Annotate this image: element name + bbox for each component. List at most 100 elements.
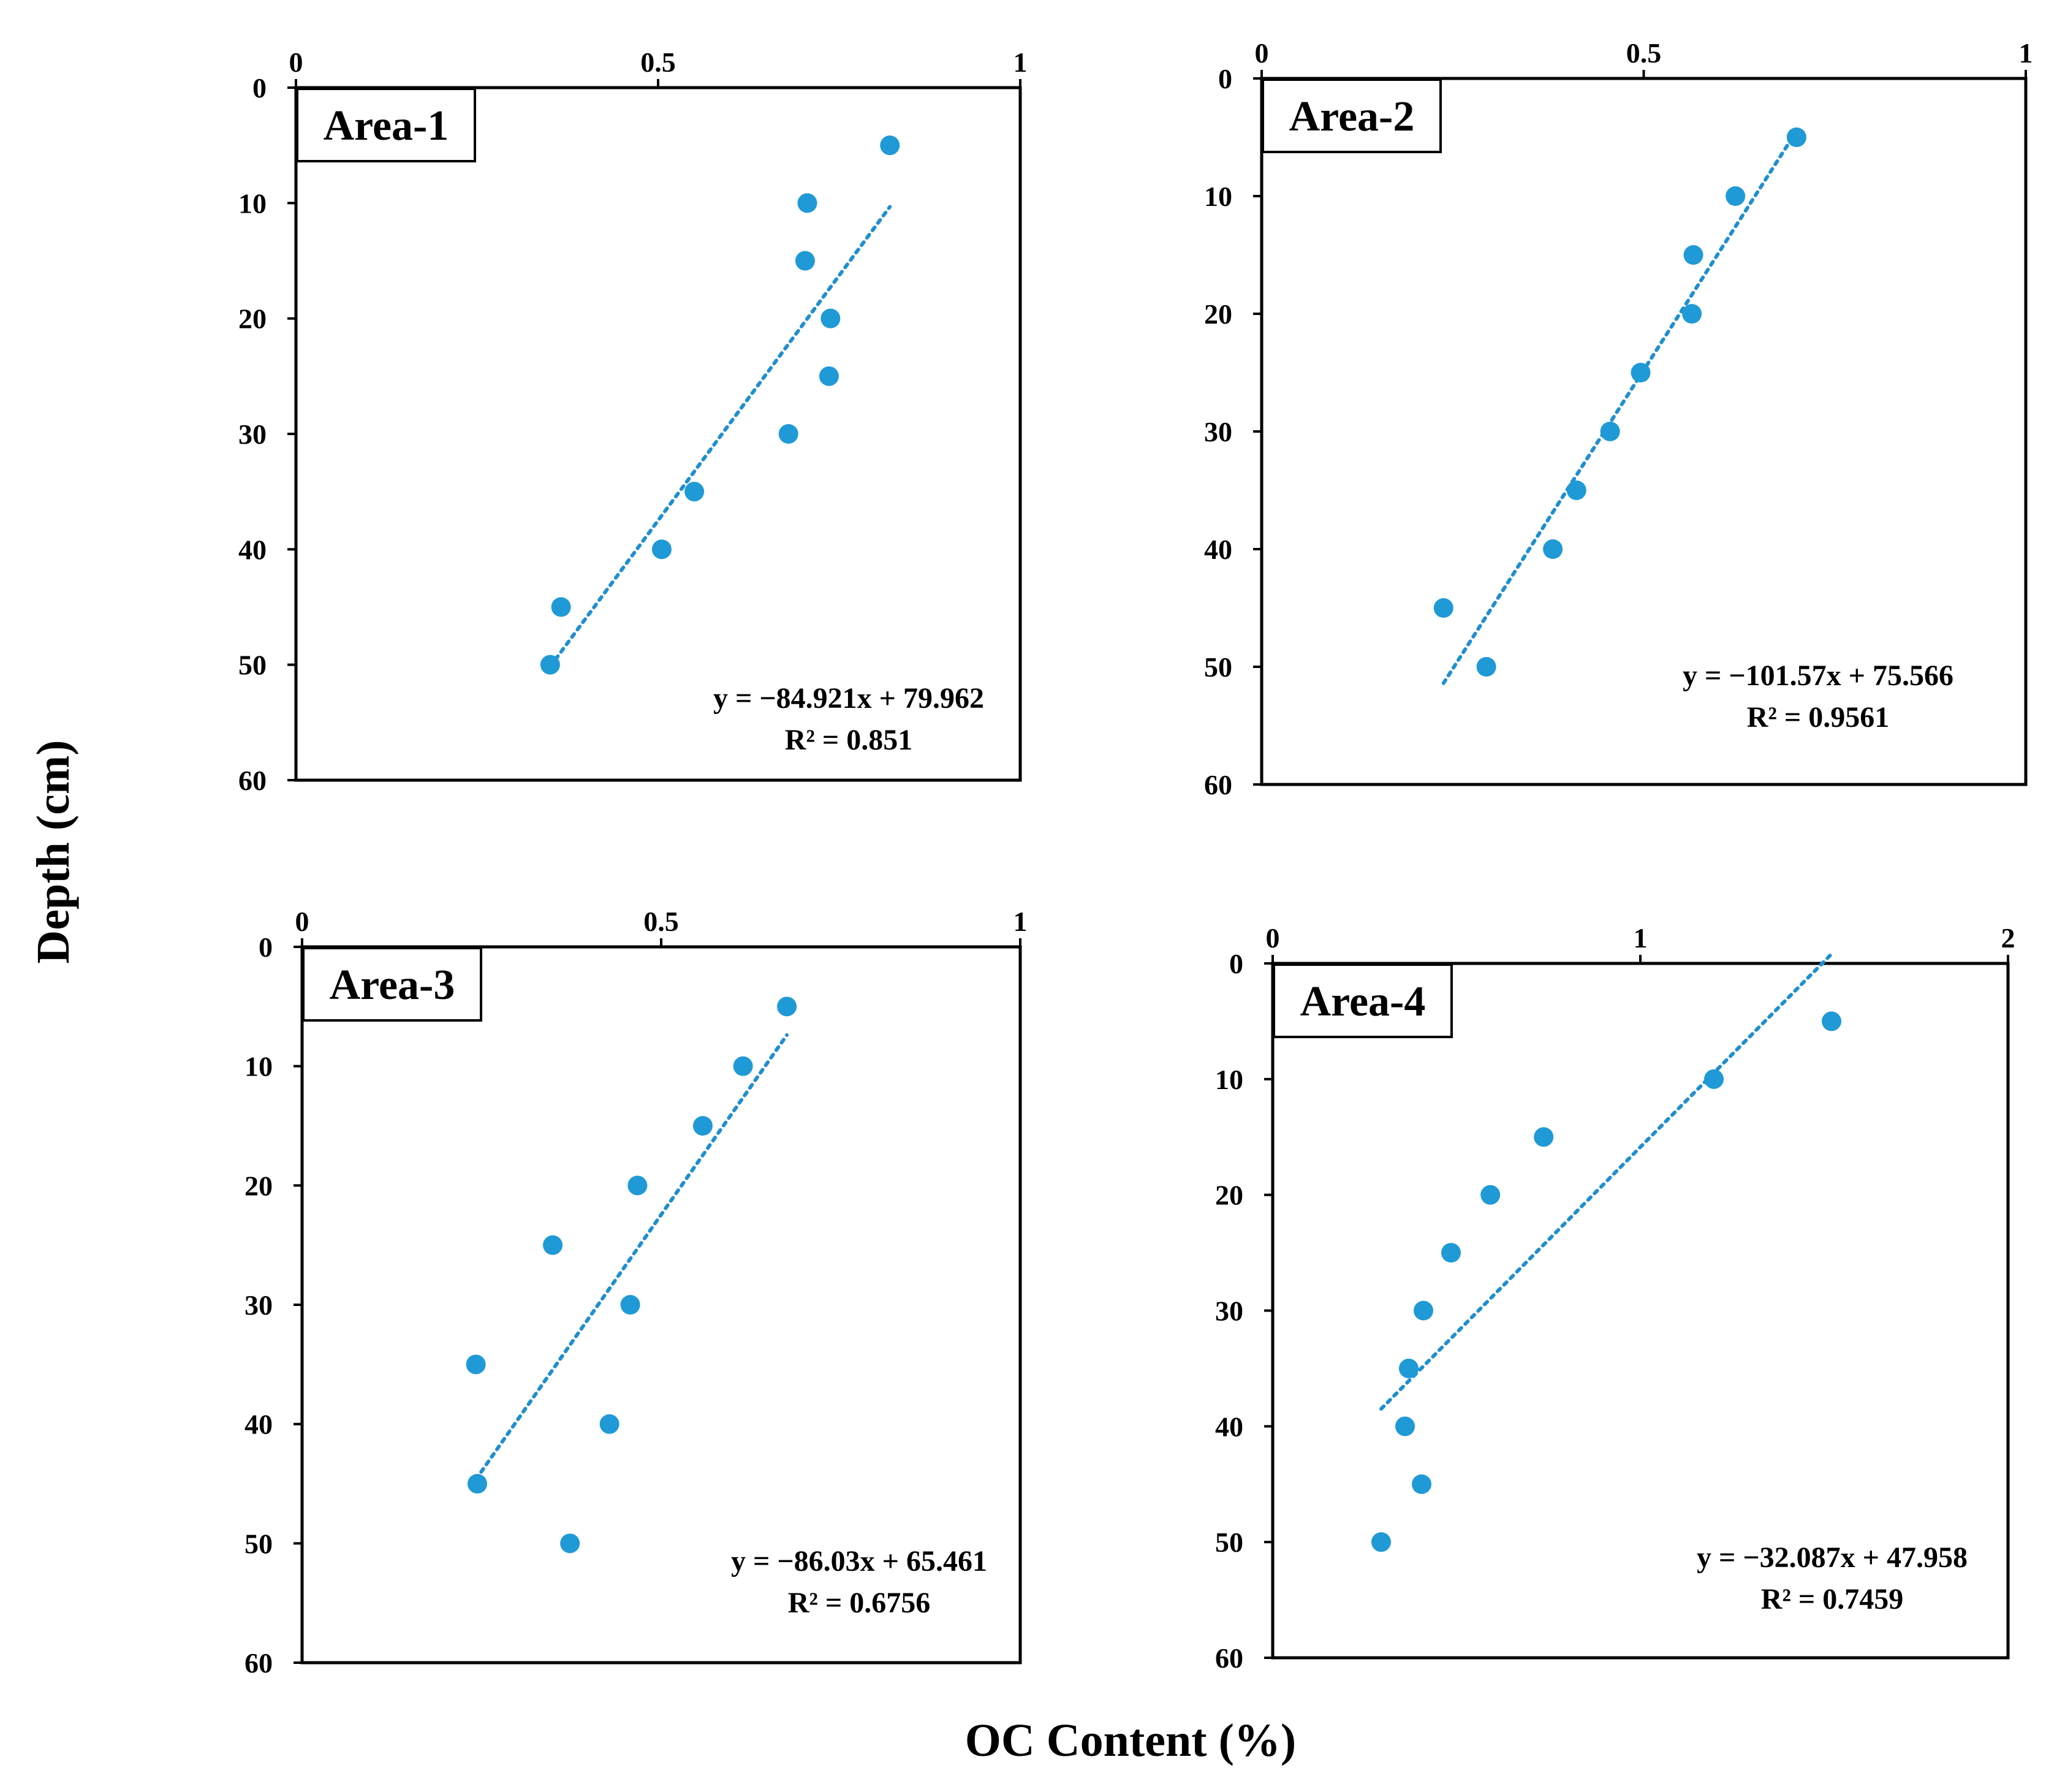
data-point bbox=[467, 1474, 487, 1494]
area-label: Area-1 bbox=[324, 102, 449, 150]
data-point bbox=[819, 366, 839, 386]
data-point bbox=[466, 1354, 486, 1375]
data-point bbox=[1566, 480, 1586, 500]
y-tick-label: 50 bbox=[244, 1528, 273, 1559]
x-tick-label: 0 bbox=[1266, 922, 1280, 954]
trendline-equation: y = −86.03x + 65.461 bbox=[731, 1545, 987, 1577]
y-tick-label: 50 bbox=[1215, 1527, 1243, 1558]
y-tick-label: 40 bbox=[238, 534, 267, 565]
y-tick-label: 20 bbox=[1204, 298, 1232, 330]
data-point bbox=[1704, 1069, 1724, 1089]
x-tick-label: 0 bbox=[289, 47, 303, 78]
y-tick-label: 30 bbox=[1204, 416, 1232, 447]
x-tick-label: 2 bbox=[2001, 922, 2015, 954]
data-point bbox=[1786, 127, 1806, 147]
y-axis-title: Depth (cm) bbox=[28, 740, 79, 963]
y-tick-label: 60 bbox=[238, 765, 267, 796]
y-tick-label: 0 bbox=[259, 932, 273, 963]
trendline bbox=[1441, 129, 1798, 685]
y-tick-label: 60 bbox=[244, 1647, 273, 1679]
data-point bbox=[1412, 1474, 1431, 1494]
data-point bbox=[627, 1175, 648, 1196]
data-point bbox=[1822, 1011, 1841, 1031]
trendline-equation: y = −84.921x + 79.962 bbox=[713, 682, 984, 715]
y-tick-label: 40 bbox=[244, 1409, 273, 1440]
data-point bbox=[795, 251, 815, 271]
x-tick-label: 0 bbox=[1255, 37, 1269, 69]
y-tick-label: 0 bbox=[252, 72, 267, 104]
y-tick-label: 60 bbox=[1215, 1642, 1243, 1674]
y-tick-label: 0 bbox=[1229, 948, 1243, 979]
y-tick-label: 30 bbox=[244, 1289, 273, 1321]
y-tick-label: 20 bbox=[238, 303, 267, 335]
data-point bbox=[651, 539, 672, 560]
x-tick-label: 0.5 bbox=[640, 47, 676, 78]
data-point bbox=[1726, 186, 1746, 206]
y-tick-label: 50 bbox=[238, 650, 267, 681]
data-point bbox=[778, 424, 798, 444]
y-tick-label: 20 bbox=[1215, 1180, 1243, 1211]
trendline-equation: y = −32.087x + 47.958 bbox=[1697, 1541, 1968, 1574]
data-point bbox=[684, 482, 705, 502]
area-label: Area-4 bbox=[1300, 978, 1426, 1025]
trendline-r-squared: R² = 0.851 bbox=[785, 724, 912, 756]
y-tick-label: 30 bbox=[1215, 1296, 1243, 1327]
area-label-box bbox=[1273, 963, 1453, 1038]
data-point bbox=[880, 135, 900, 156]
y-tick-label: 40 bbox=[1215, 1411, 1243, 1442]
trendline-r-squared: R² = 0.9561 bbox=[1747, 701, 1889, 734]
data-point bbox=[1476, 657, 1496, 677]
data-point bbox=[1414, 1300, 1433, 1321]
x-tick-label: 1 bbox=[1634, 922, 1648, 954]
data-point bbox=[1399, 1358, 1419, 1378]
data-point bbox=[620, 1295, 640, 1315]
area-label: Area-3 bbox=[330, 962, 455, 1009]
x-axis-title: OC Content (%) bbox=[965, 1715, 1296, 1766]
trendline bbox=[1379, 952, 1833, 1411]
data-point bbox=[1534, 1127, 1554, 1147]
data-point bbox=[820, 308, 841, 328]
x-tick-label: 0 bbox=[295, 906, 309, 937]
data-point bbox=[551, 597, 571, 617]
y-tick-label: 60 bbox=[1204, 769, 1232, 800]
area-label-box bbox=[1262, 78, 1442, 153]
data-point bbox=[540, 655, 560, 675]
data-point bbox=[1433, 598, 1453, 618]
y-tick-label: 40 bbox=[1204, 534, 1232, 565]
x-tick-label: 1 bbox=[1014, 906, 1028, 937]
data-point bbox=[1480, 1185, 1501, 1205]
trendline-equation: y = −101.57x + 75.566 bbox=[1683, 659, 1953, 692]
trendline bbox=[474, 1033, 789, 1482]
data-point bbox=[1631, 363, 1651, 382]
area-label-box bbox=[302, 947, 482, 1022]
x-tick-label: 1 bbox=[1014, 47, 1028, 78]
data-point bbox=[1682, 304, 1702, 324]
y-tick-label: 10 bbox=[1204, 181, 1232, 212]
data-point bbox=[1683, 245, 1703, 265]
x-tick-label: 1 bbox=[2019, 37, 2033, 69]
data-point bbox=[1600, 422, 1620, 441]
y-tick-label: 0 bbox=[1218, 63, 1232, 94]
trendline bbox=[548, 205, 892, 669]
y-tick-label: 50 bbox=[1204, 651, 1232, 683]
y-tick-label: 10 bbox=[244, 1051, 273, 1082]
data-point bbox=[777, 997, 797, 1017]
data-point bbox=[543, 1235, 563, 1255]
data-point bbox=[1395, 1416, 1415, 1437]
y-tick-label: 10 bbox=[1215, 1064, 1243, 1095]
y-tick-label: 10 bbox=[238, 188, 267, 219]
data-point bbox=[1441, 1243, 1461, 1263]
data-point bbox=[797, 193, 817, 213]
trendline-r-squared: R² = 0.6756 bbox=[788, 1587, 930, 1619]
data-point bbox=[560, 1533, 580, 1554]
trendline-r-squared: R² = 0.7459 bbox=[1761, 1583, 1903, 1615]
plot-frame bbox=[294, 86, 1022, 782]
y-tick-label: 30 bbox=[238, 419, 267, 450]
y-tick-label: 20 bbox=[244, 1170, 273, 1201]
data-point bbox=[733, 1056, 753, 1076]
